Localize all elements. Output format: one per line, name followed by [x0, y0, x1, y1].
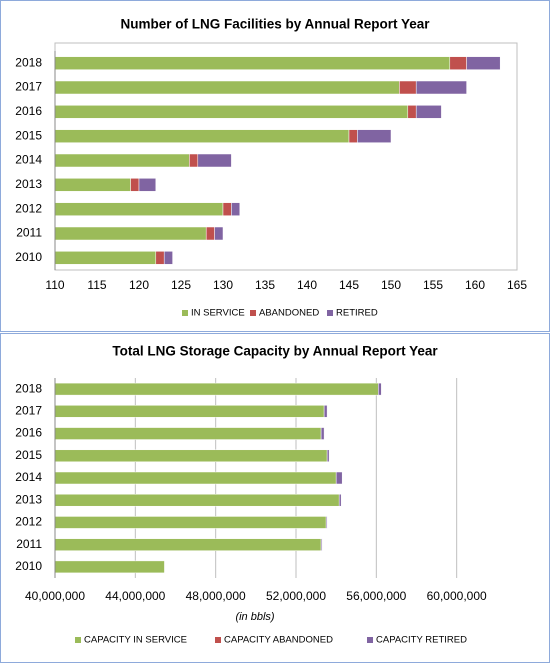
- bar: [54, 382, 379, 396]
- x-tick-label: 60,000,000: [427, 589, 487, 603]
- y-tick-label: 2015: [15, 128, 42, 142]
- y-tick-label: 2013: [15, 177, 42, 191]
- y-tick-label: 2017: [15, 80, 42, 94]
- bar: [415, 105, 442, 119]
- bar: [54, 493, 340, 507]
- y-tick-label: 2015: [15, 448, 42, 462]
- bar: [54, 80, 400, 95]
- y-tick-label: 2011: [16, 537, 42, 551]
- bar: [222, 202, 232, 216]
- bar: [320, 538, 323, 551]
- x-tick-label: 110: [45, 278, 64, 292]
- bar: [466, 56, 501, 70]
- bar: [54, 129, 350, 143]
- x-tick-label: 120: [129, 278, 149, 292]
- x-tick-label: 52,000,000: [266, 589, 326, 603]
- bar: [54, 538, 322, 551]
- bar: [163, 251, 173, 265]
- bar: [231, 202, 241, 216]
- bar: [54, 251, 157, 265]
- bar: [54, 178, 131, 192]
- legend-label: RETIRED: [336, 308, 378, 319]
- bar: [54, 560, 165, 574]
- bar: [449, 56, 467, 70]
- bar: [348, 129, 358, 143]
- bar: [54, 516, 327, 529]
- y-tick-label: 2018: [15, 381, 42, 395]
- bar: [189, 153, 199, 168]
- legend-swatch: [215, 637, 221, 643]
- y-tick-label: 2018: [15, 55, 42, 69]
- legend-swatch: [75, 637, 81, 643]
- x-tick-label: 48,000,000: [186, 589, 246, 603]
- bar: [415, 80, 467, 95]
- legend-swatch: [182, 310, 188, 316]
- x-tick-label: 155: [423, 278, 443, 292]
- bar: [130, 178, 140, 192]
- bar: [326, 449, 330, 463]
- x-tick-label: 135: [255, 278, 275, 292]
- y-tick-label: 2016: [15, 104, 42, 118]
- x-axis-label: (in bbls): [235, 611, 274, 623]
- bar: [54, 153, 190, 168]
- bar: [323, 405, 328, 418]
- x-tick-label: 125: [171, 278, 191, 292]
- bar: [54, 471, 337, 485]
- legend-label: ABANDONED: [259, 308, 319, 319]
- bar: [407, 105, 417, 119]
- y-tick-label: 2010: [15, 250, 42, 264]
- legend-swatch: [367, 637, 373, 643]
- y-tick-label: 2016: [15, 426, 42, 440]
- bar: [325, 516, 328, 529]
- x-tick-label: 115: [87, 278, 106, 292]
- x-tick-label: 56,000,000: [346, 589, 406, 603]
- x-tick-label: 160: [465, 278, 485, 292]
- x-tick-label: 140: [297, 278, 317, 292]
- y-tick-label: 2010: [15, 559, 42, 573]
- legend-label: CAPACITY RETIRED: [376, 635, 467, 646]
- x-tick-label: 44,000,000: [105, 589, 165, 603]
- bar: [138, 178, 157, 192]
- legend-label: CAPACITY IN SERVICE: [84, 635, 187, 646]
- y-tick-label: 2013: [15, 492, 42, 506]
- y-tick-label: 2012: [15, 201, 42, 215]
- legend-swatch: [250, 310, 256, 316]
- x-tick-label: 145: [339, 278, 359, 292]
- y-tick-label: 2014: [15, 470, 42, 484]
- y-tick-label: 2014: [15, 153, 42, 167]
- bar: [54, 56, 451, 70]
- y-tick-label: 2017: [15, 404, 42, 418]
- x-tick-label: 130: [213, 278, 233, 292]
- bar: [357, 129, 392, 143]
- bar: [378, 382, 382, 396]
- chart-title: Total LNG Storage Capacity by Annual Rep…: [112, 344, 438, 359]
- bar: [54, 427, 322, 440]
- x-tick-label: 40,000,000: [25, 589, 85, 603]
- bar: [54, 226, 207, 241]
- bar: [335, 471, 343, 485]
- bar: [155, 251, 165, 265]
- bar: [399, 80, 417, 95]
- bar: [205, 226, 215, 241]
- bar: [54, 449, 328, 463]
- x-tick-label: 165: [507, 278, 527, 292]
- bar: [54, 202, 224, 216]
- bar: [54, 105, 409, 119]
- legend-swatch: [327, 310, 333, 316]
- bar: [197, 153, 232, 168]
- bar: [214, 226, 224, 241]
- legend-label: CAPACITY ABANDONED: [224, 635, 333, 646]
- bar: [320, 427, 325, 440]
- x-tick-label: 150: [381, 278, 401, 292]
- y-tick-label: 2011: [16, 226, 42, 240]
- chart-title: Number of LNG Facilities by Annual Repor…: [120, 17, 430, 32]
- legend-label: IN SERVICE: [191, 308, 245, 319]
- bar: [54, 405, 325, 418]
- bar: [338, 493, 342, 507]
- y-tick-label: 2012: [15, 515, 42, 529]
